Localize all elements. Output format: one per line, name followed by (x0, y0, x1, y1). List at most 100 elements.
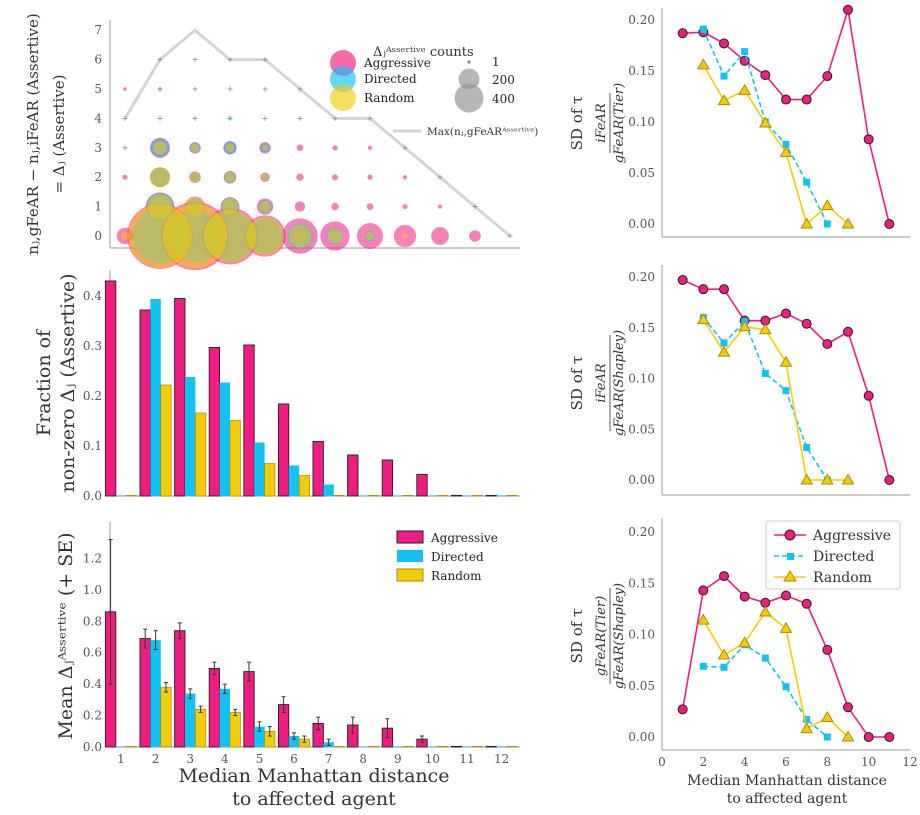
mean-ylabel: Mean Δⱼᴬˢˢᵉʳᵗⁱᵛᵉ (+ SE) (55, 532, 77, 739)
size-legend-400: 400 (492, 92, 515, 106)
sd3-xtick-label: 8 (824, 755, 832, 769)
sd3-y-ticks: 0.00 0.05 0.10 0.15 0.20 (628, 525, 655, 744)
sd3-point-aggressive (801, 598, 812, 609)
bubble-random (189, 172, 201, 183)
bubble-legend-random-marker (330, 85, 356, 111)
mean-legend-directed: Directed (431, 550, 484, 564)
mean-xtick-label: 7 (325, 752, 333, 766)
mean-bar-random (506, 746, 518, 748)
fraction-bar-aggressive (174, 298, 186, 497)
sd3-xtick-label: 4 (741, 755, 749, 769)
sd1-ytick-label: 0.05 (628, 166, 655, 180)
size-legend-1: 1 (492, 55, 500, 69)
size-legend-200: 200 (492, 73, 515, 87)
sd3-xtick-label: 12 (902, 755, 917, 769)
mean-xtick-label: 6 (290, 752, 298, 766)
sd2-point-aggressive (822, 338, 833, 349)
sd2-point-random (696, 313, 710, 325)
sd2-y-ticks: 0.00 0.05 0.10 0.15 0.20 (628, 270, 655, 487)
sd3-legend-frame (765, 520, 901, 590)
sd3-point-directed (761, 654, 769, 662)
mean-bar-directed (150, 640, 161, 747)
fraction-bar-random (368, 495, 380, 497)
fraction-bar-random (264, 463, 276, 497)
mean-bar-aggressive (485, 745, 497, 748)
mean-ytick-label: 0.0 (83, 740, 102, 754)
sd1-point-aggressive (677, 28, 688, 39)
mean-bar-random (125, 746, 137, 748)
bubble-random (402, 233, 408, 239)
sd1-line-aggressive (682, 9, 891, 225)
mean-bar-random (160, 686, 172, 748)
fraction-bar-aggressive (485, 494, 497, 497)
sd1-ylabel-den: gFeAR(Tier) (612, 83, 627, 163)
sd1-ytick-label: 0.15 (628, 64, 655, 78)
sd1-ytick-label: 0.10 (628, 115, 655, 129)
bubble-aggressive (469, 230, 481, 242)
bubble-aggressive (296, 144, 304, 152)
mean-xtick-label: 12 (494, 752, 509, 766)
bubble-random (149, 167, 171, 188)
sd3-point-directed (782, 683, 790, 691)
fraction-bar-aggressive (450, 494, 463, 497)
sd1-panel: 0.00 0.05 0.10 0.15 0.20 SD of τ iFeAR gFeAR… (568, 4, 910, 238)
sd1-point-aggressive (760, 70, 771, 81)
fraction-bar-random (229, 420, 241, 497)
fraction-ytick-label: 0.3 (83, 339, 102, 353)
fraction-bar-directed (427, 495, 438, 496)
bubble-ytick-label: 5 (94, 82, 102, 96)
fraction-bar-directed (185, 377, 196, 496)
sd3-xtick-label: 2 (700, 755, 708, 769)
bubble-ytick-label: 0 (94, 229, 102, 243)
sd2-ytick-label: 0.20 (628, 270, 655, 284)
mean-bar-directed (219, 688, 230, 747)
sd3-point-directed (823, 733, 831, 741)
sd2-point-aggressive (843, 326, 853, 337)
sd1-y-ticks: 0.00 0.05 0.10 0.15 0.20 (628, 13, 655, 231)
sd1-point-directed (823, 220, 831, 228)
mean-bar-directed (254, 726, 265, 747)
mean-x-ticks: 1 2 3 4 5 6 7 8 9 10 11 12 (117, 752, 509, 766)
bubble-random (259, 200, 271, 213)
bubble-aggressive (331, 202, 339, 211)
sd1-point-directed (699, 25, 707, 33)
mean-xtick-label: 10 (425, 752, 440, 766)
fraction-bar-random (437, 495, 449, 497)
mean-bar-random (437, 746, 449, 748)
sd2-point-random (738, 320, 752, 332)
sd3-point-random (841, 730, 855, 742)
fraction-bar-random (471, 495, 483, 497)
mean-ytick-label: 0.4 (83, 677, 102, 691)
sd3-point-aggressive (843, 702, 853, 713)
fraction-bar-random (125, 495, 137, 497)
bubble-legend-aggressive: Aggressive (363, 56, 431, 70)
mean-bar-directed (358, 746, 369, 747)
sd3-point-aggressive (677, 704, 688, 715)
sd1-line-random (702, 64, 849, 226)
mean-bar-aggressive (139, 638, 151, 748)
sd2-lines (677, 275, 895, 485)
sd3-legend-directed: Directed (813, 549, 874, 565)
sd3-legend-aggressive: Aggressive (812, 528, 891, 544)
bubble-legend-random: Random (364, 91, 415, 105)
fraction-bar-random (160, 384, 172, 497)
sd3-point-random (696, 613, 710, 625)
sd1-ylabel: SD of τ (568, 96, 586, 151)
sd1-point-random (841, 217, 855, 229)
sd3-point-aggressive (739, 591, 750, 602)
mean-bar-aggressive (208, 667, 221, 748)
sd1-point-random (758, 116, 772, 128)
sd2-point-directed (782, 387, 790, 395)
bubble-ytick-label: 1 (94, 200, 102, 214)
sd3-point-directed (720, 663, 728, 671)
sd2-point-aggressive (677, 275, 688, 286)
size-legend-200-marker (458, 68, 480, 90)
bubble-panel: 0 1 2 3 4 5 6 7 Δⱼᴬˢˢᵉʳᵗⁱᵛᵉ counts Aggressive D… (24, 13, 538, 271)
sd3-ylabel-den: gFeAR(Shapley) (612, 583, 627, 689)
sd1-ytick-label: 0.20 (628, 13, 655, 27)
fraction-bar-aggressive (139, 309, 151, 497)
bubble-random (221, 198, 239, 215)
bubble-aggressive (367, 174, 373, 180)
bubble-directed (158, 87, 162, 91)
